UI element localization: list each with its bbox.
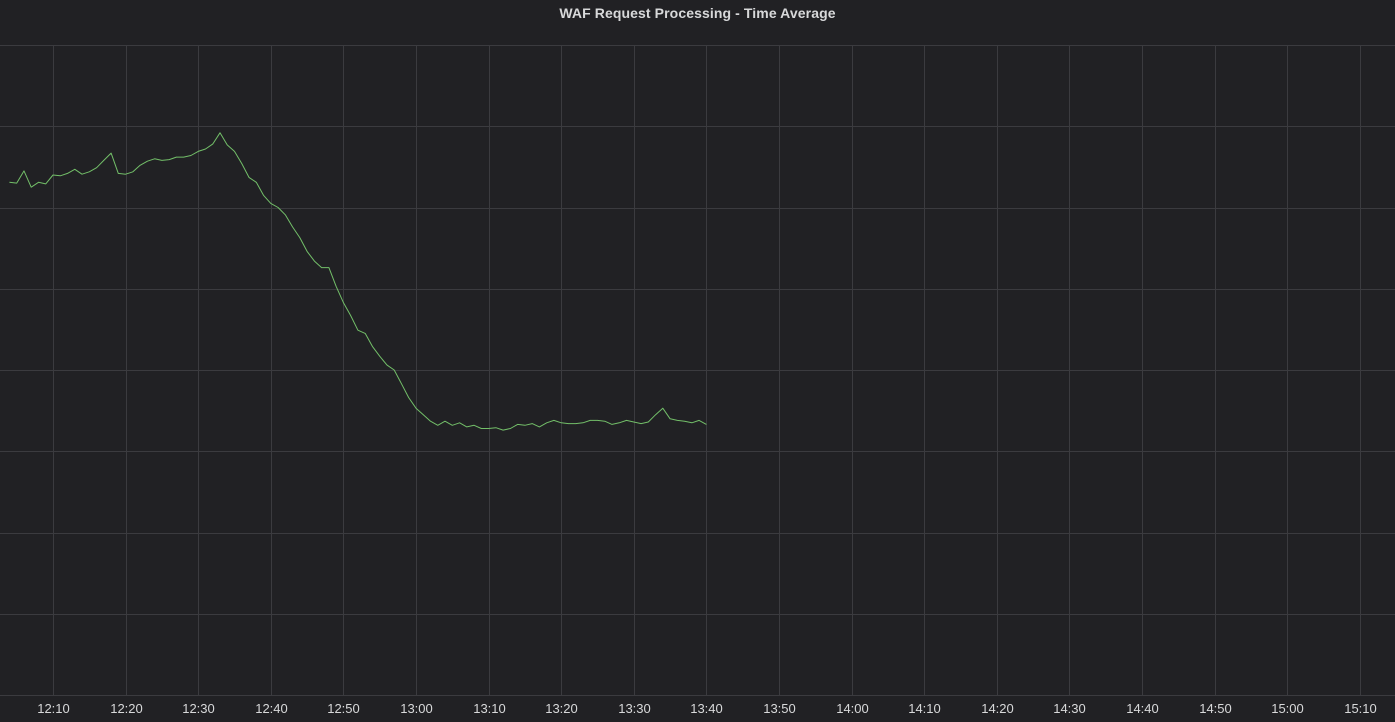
- x-tick-label: 12:40: [255, 701, 288, 716]
- x-tick-label: 12:30: [182, 701, 215, 716]
- x-tick-label: 13:10: [473, 701, 506, 716]
- x-tick-label: 12:20: [110, 701, 143, 716]
- x-tick-label: 15:10: [1344, 701, 1377, 716]
- x-tick-label: 13:50: [763, 701, 796, 716]
- x-tick-label: 13:30: [618, 701, 651, 716]
- x-tick-label: 13:20: [545, 701, 578, 716]
- x-axis: 12:10 12:20 12:30 12:40 12:50 13:00 13:10 13:20…: [37, 701, 1377, 716]
- x-tick-label: 14:40: [1126, 701, 1159, 716]
- x-tick-label: 12:50: [327, 701, 360, 716]
- series-layer: [9, 132, 707, 431]
- x-tick-label: 14:50: [1199, 701, 1232, 716]
- y-gridlines: [0, 45, 1395, 696]
- x-tick-label: 13:00: [400, 701, 433, 716]
- x-tick-label: 13:40: [690, 701, 723, 716]
- chart-title: WAF Request Processing - Time Average: [559, 5, 836, 21]
- x-tick-label: 12:10: [37, 701, 70, 716]
- x-tick-label: 14:10: [908, 701, 941, 716]
- x-tick-label: 15:00: [1271, 701, 1304, 716]
- x-tick-label: 14:30: [1053, 701, 1086, 716]
- x-tick-label: 14:20: [981, 701, 1014, 716]
- series-line: [9, 132, 707, 431]
- x-tick-label: 14:00: [836, 701, 869, 716]
